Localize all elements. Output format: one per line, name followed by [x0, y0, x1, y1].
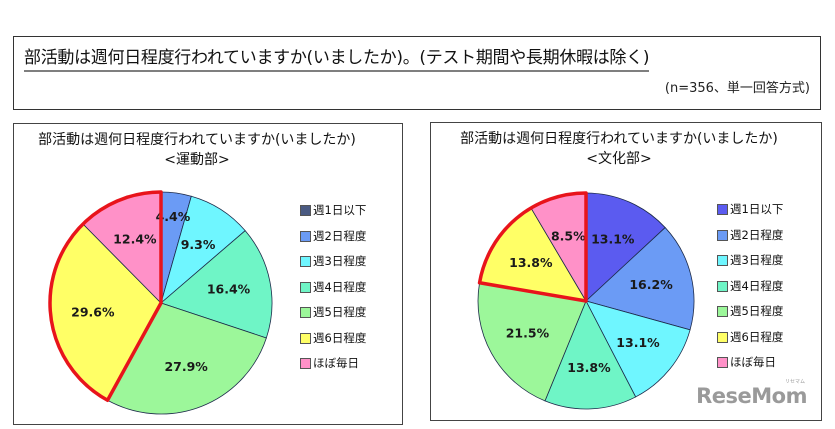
- chart-title-sports: 部活動は週何日程度行われていますか(いましたか) <運動部>: [14, 130, 380, 170]
- pie-slice: [585, 192, 666, 302]
- legend-label: 週4日程度: [313, 279, 367, 294]
- legend-label: 週5日程度: [313, 305, 367, 319]
- pie-slice: [585, 226, 695, 331]
- slice-label: 13.8%: [567, 360, 611, 375]
- slice-label: 9.3%: [181, 237, 216, 252]
- chart-title-text: 部活動は週何日程度行われていますか(いましたか): [38, 132, 356, 148]
- legend-swatch-icon: [717, 255, 728, 266]
- legend-label: 週2日程度: [313, 228, 367, 243]
- legend-item: 週6日程度: [717, 329, 783, 355]
- legend-item: 週6日程度: [300, 330, 366, 356]
- legend-label: 週5日程度: [730, 304, 784, 318]
- sample-size-note: (n=356、単一回答方式): [664, 81, 810, 96]
- slice-label: 29.6%: [71, 304, 115, 319]
- legend-swatch-icon: [717, 306, 728, 317]
- pie-chart-culture: 13.1% 16.2% 13.1% 13.8% 21.5% 13.8% 8.5%: [477, 191, 695, 410]
- pie-slice: [160, 230, 273, 339]
- legend-sports: 週1日以下週2日程度週3日程度週4日程度週5日程度週6日程度ほぼ毎日: [300, 202, 366, 381]
- page-title: 部活動は週何日程度行われていますか(いましたか)。(テスト期間や長期休暇は除く): [24, 43, 649, 72]
- legend-swatch-icon: [300, 256, 311, 267]
- resemom-logo: ReseMom: [696, 384, 807, 408]
- legend-label: 週1日以下: [730, 202, 784, 216]
- legend-swatch-icon: [717, 357, 728, 368]
- pie-slice: [477, 282, 587, 402]
- highlight-outline: [477, 191, 588, 303]
- slice-label: 21.5%: [506, 325, 550, 340]
- legend-item: 週3日程度: [300, 253, 366, 279]
- legend-swatch-icon: [717, 280, 728, 292]
- slice-label: 8.5%: [551, 228, 586, 243]
- legend-item: 週4日程度: [300, 279, 366, 305]
- legend-label: ほぼ毎日: [730, 355, 776, 369]
- legend-item: 週1日以下: [717, 201, 783, 227]
- chart-panel-sports: 部活動は週何日程度行われていますか(いましたか) <運動部> 4.4% 9.3% 1…: [13, 123, 403, 425]
- legend-label: ほぼ毎日: [313, 356, 359, 370]
- legend-item: 週1日以下: [300, 202, 366, 228]
- legend-culture: 週1日以下週2日程度週3日程度週4日程度週5日程度週6日程度ほぼ毎日: [717, 201, 783, 380]
- legend-item: ほぼ毎日: [717, 354, 783, 380]
- pie-chart-sports: 4.4% 9.3% 16.4% 27.9% 29.6% 12.4%: [48, 190, 273, 415]
- legend-swatch-icon: [717, 204, 728, 215]
- slice-label: 16.2%: [629, 277, 673, 292]
- chart-panel-culture: 部活動は週何日程度行われていますか(いましたか) <文化部> 13.1% 16.2…: [430, 122, 822, 421]
- legend-swatch-icon: [300, 307, 311, 318]
- legend-swatch-icon: [300, 230, 311, 242]
- legend-item: 週4日程度: [717, 278, 783, 304]
- chart-subtitle: <文化部>: [586, 151, 652, 167]
- legend-item: 週2日程度: [717, 227, 783, 253]
- pie-slice: [544, 300, 637, 410]
- legend-label: 週6日程度: [730, 329, 784, 344]
- slice-label: 13.8%: [509, 255, 553, 270]
- watermark-ruby: リセマム: [784, 379, 805, 385]
- pie-slice: [585, 300, 691, 398]
- legend-label: 週3日程度: [313, 254, 367, 268]
- legend-swatch-icon: [300, 281, 311, 293]
- legend-item: 週5日程度: [300, 304, 366, 330]
- legend-swatch-icon: [717, 229, 728, 241]
- legend-swatch-icon: [717, 331, 728, 343]
- legend-label: 週4日程度: [730, 278, 784, 293]
- legend-swatch-icon: [300, 358, 311, 369]
- legend-label: 週2日程度: [730, 227, 784, 242]
- slice-label: 13.1%: [591, 232, 635, 247]
- legend-label: 週6日程度: [313, 330, 367, 345]
- legend-item: 週3日程度: [717, 252, 783, 278]
- header-box: 部活動は週何日程度行われていますか(いましたか)。(テスト期間や長期休暇は除く)…: [13, 36, 821, 110]
- chart-title-culture: 部活動は週何日程度行われていますか(いましたか) <文化部>: [431, 129, 807, 169]
- legend-label: 週3日程度: [730, 253, 784, 267]
- legend-label: 週1日以下: [313, 203, 367, 217]
- chart-subtitle: <運動部>: [164, 152, 230, 168]
- slice-label: 4.4%: [156, 209, 191, 224]
- legend-swatch-icon: [300, 205, 311, 216]
- legend-item: 週5日程度: [717, 303, 783, 329]
- legend-item: ほぼ毎日: [300, 355, 366, 381]
- legend-item: 週2日程度: [300, 228, 366, 254]
- slice-label: 12.4%: [113, 231, 157, 246]
- slice-label: 13.1%: [616, 335, 660, 350]
- slice-label: 27.9%: [164, 359, 208, 374]
- slice-label: 16.4%: [207, 282, 251, 297]
- legend-swatch-icon: [300, 332, 311, 344]
- highlight-outline: [48, 190, 163, 403]
- chart-title-text: 部活動は週何日程度行われていますか(いましたか): [460, 131, 778, 147]
